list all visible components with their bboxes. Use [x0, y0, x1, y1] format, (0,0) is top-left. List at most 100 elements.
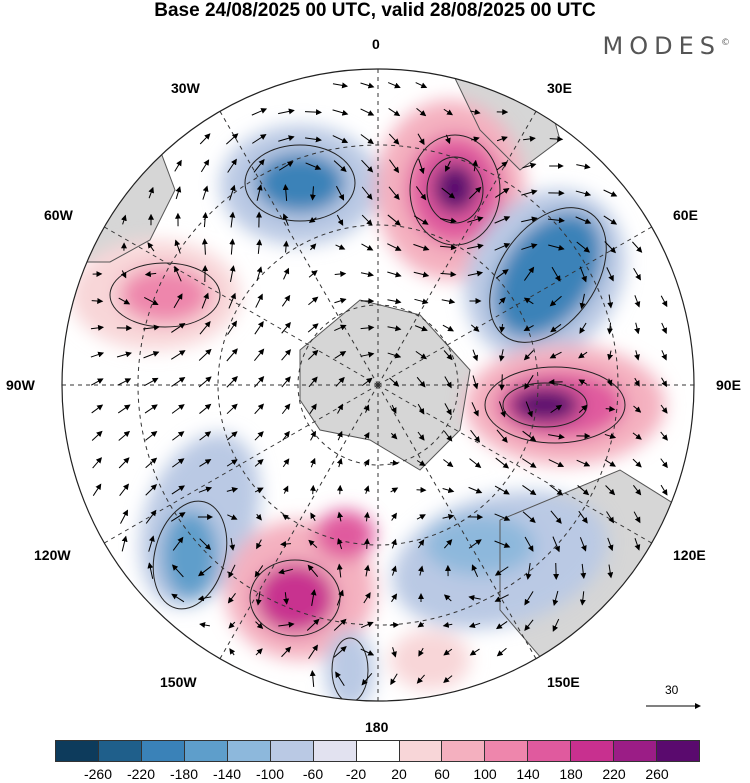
- wind-arrow: [252, 134, 267, 144]
- wind-arrow: [144, 296, 159, 306]
- wind-arrow: [306, 618, 320, 631]
- wind-arrow: [661, 350, 667, 361]
- wind-arrow: [254, 403, 265, 415]
- wind-arrow: [200, 159, 210, 173]
- wind-arrow: [309, 403, 317, 414]
- wind-arrow: [174, 265, 182, 282]
- wind-arrow: [310, 243, 317, 251]
- wind-arrow: [282, 514, 290, 521]
- wind-arrow: [550, 323, 562, 333]
- wind-arrow: [229, 265, 236, 282]
- wind-arrow: [198, 376, 212, 388]
- wind-arrow: [472, 159, 479, 172]
- wind-arrow: [363, 592, 371, 604]
- lon-label-90w: 90W: [6, 377, 35, 393]
- wind-arrow: [549, 484, 564, 496]
- wind-arrow: [360, 621, 374, 629]
- wind-arrow: [307, 323, 319, 333]
- wind-arrow: [282, 430, 290, 441]
- wind-arrow: [278, 568, 294, 575]
- wind-arrow: [305, 162, 322, 170]
- wind-arrow: [472, 349, 479, 362]
- wind-arrow: [632, 458, 642, 468]
- colorbar-tick-label: -60: [302, 766, 324, 782]
- wind-arrow: [470, 429, 481, 443]
- wind-arrow: [171, 322, 186, 333]
- colorbar-tick-label: -140: [212, 766, 242, 782]
- wind-arrow: [118, 430, 131, 441]
- wind-arrow: [198, 565, 212, 577]
- wind-arrow: [143, 324, 160, 331]
- wind-arrow: [632, 485, 642, 496]
- wind-arrow: [498, 349, 505, 362]
- wind-arrow: [337, 511, 344, 522]
- colorbar-swatch: [313, 741, 357, 761]
- wind-arrow: [281, 321, 291, 334]
- wind-arrow: [255, 591, 262, 606]
- wind-arrow: [228, 292, 236, 309]
- wind-arrow: [121, 214, 127, 225]
- wind-arrow: [498, 374, 505, 391]
- wind-arrow: [522, 511, 536, 523]
- wind-arrow: [118, 457, 130, 469]
- wind-arrow: [550, 510, 562, 524]
- wind-arrow: [199, 133, 211, 145]
- wind-arrow: [440, 271, 457, 278]
- wind-arrow: [552, 536, 560, 553]
- wind-arrow: [333, 160, 347, 173]
- wind-arrow: [226, 348, 238, 362]
- wind-arrow: [443, 594, 452, 602]
- polar-map: [61, 68, 701, 709]
- wind-arrow: [229, 211, 236, 228]
- wind-arrow: [468, 539, 482, 549]
- wind-arrow: [308, 539, 318, 548]
- wind-arrow: [118, 297, 131, 305]
- wind-arrow: [202, 185, 209, 200]
- wind-arrow: [304, 109, 322, 116]
- wind-arrow: [418, 647, 424, 657]
- wind-arrow: [308, 296, 319, 306]
- anomaly-neg-sa-core: [255, 153, 345, 213]
- wind-arrow: [282, 184, 289, 202]
- wind-arrow: [524, 591, 534, 606]
- lon-label-0: 0: [372, 36, 380, 52]
- lon-label-30e: 30E: [547, 80, 572, 96]
- wind-arrow: [439, 244, 457, 251]
- wind-arrow: [634, 295, 641, 308]
- wind-arrow: [633, 405, 642, 413]
- wind-arrow: [471, 564, 479, 578]
- colorbar-tick-label: 180: [559, 766, 583, 782]
- wind-arrow: [226, 459, 238, 467]
- wind-arrow: [336, 214, 344, 226]
- graticule: [62, 69, 694, 701]
- wind-arrow: [416, 376, 426, 388]
- meridian-line: [377, 107, 539, 386]
- wind-arrow: [440, 217, 457, 224]
- wind-arrow: [90, 324, 105, 331]
- colorbar-tick-label: -100: [255, 766, 285, 782]
- wind-arrow: [576, 163, 591, 170]
- wind-arrow: [334, 351, 347, 359]
- wind-arrow: [496, 136, 508, 142]
- wind-arrow: [496, 429, 508, 443]
- wind-arrow: [387, 325, 402, 332]
- wind-arrow: [387, 271, 402, 278]
- wind-arrow: [309, 670, 316, 688]
- wind-arrow: [281, 403, 291, 415]
- wind-arrow: [226, 431, 238, 441]
- wind-arrow: [443, 459, 454, 468]
- wind-arrow: [116, 351, 132, 358]
- wind-arrow: [413, 243, 430, 251]
- wind-arrow: [197, 595, 212, 602]
- wind-arrow: [576, 241, 591, 253]
- wind-arrow: [606, 267, 614, 282]
- wind-arrow: [360, 271, 374, 278]
- wind-scale-label: 30: [665, 683, 679, 697]
- wind-arrow: [605, 405, 616, 412]
- wind-arrow: [361, 159, 374, 173]
- anomaly-neg-150e-core: [425, 515, 535, 575]
- wind-arrow: [549, 351, 562, 359]
- wind-arrow: [467, 243, 484, 250]
- colorbar-swatch: [356, 741, 400, 761]
- meridian-line: [100, 224, 379, 386]
